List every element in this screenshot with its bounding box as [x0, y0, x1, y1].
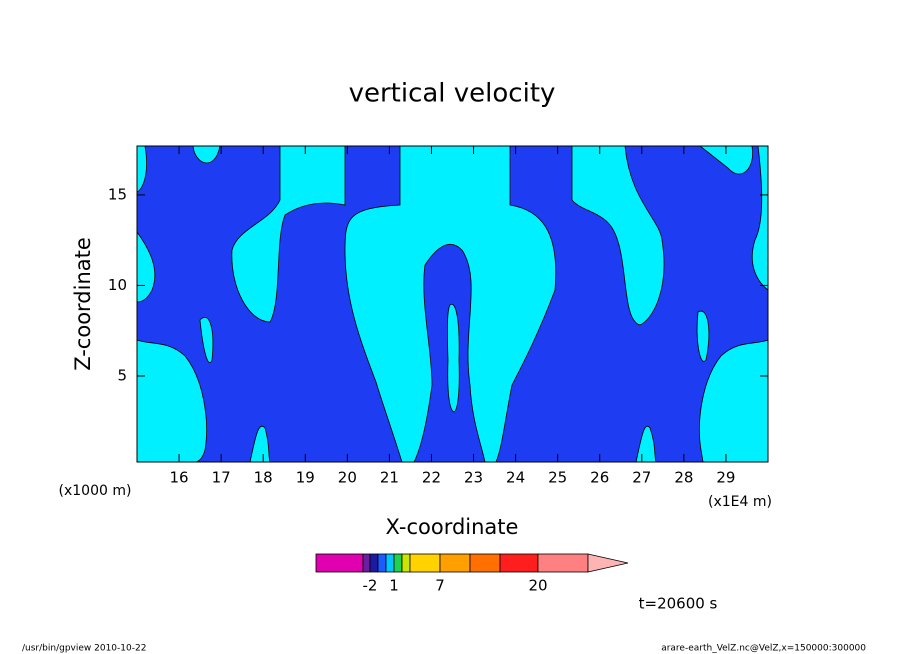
plot-frame — [136, 145, 769, 463]
colorbar-segment — [469, 553, 501, 573]
contour-region — [136, 230, 156, 303]
colorbar-segment — [362, 553, 371, 573]
chart-title: vertical velocity — [349, 79, 556, 109]
colorbar-segment — [499, 553, 539, 573]
colorbar-segment — [401, 553, 411, 573]
footer-right: arare-earth_VelZ.nc@VelZ,x=150000:300000 — [661, 644, 866, 654]
contour-region — [150, 145, 221, 164]
x-tick-label: 26 — [590, 469, 609, 487]
x-tick-label: 20 — [338, 469, 357, 487]
contour-region — [136, 339, 207, 463]
contour-region — [447, 303, 460, 413]
x-tick-label: 18 — [254, 469, 273, 487]
colorbar-segment — [409, 553, 441, 573]
y-tick-label: 15 — [108, 185, 127, 203]
x-tick-label: 19 — [296, 469, 315, 487]
x-tick-label: 17 — [212, 469, 231, 487]
y-tick-label: 5 — [117, 366, 127, 384]
colorbar-segment — [537, 553, 589, 573]
contour-region — [699, 339, 769, 463]
contour-region — [635, 425, 657, 463]
colorbar-segment — [439, 553, 471, 573]
y-unit: (x1000 m) — [59, 483, 132, 499]
x-unit: (x1E4 m) — [708, 494, 772, 510]
x-tick-label: 23 — [464, 469, 483, 487]
x-tick-label: 22 — [422, 469, 441, 487]
x-tick-label: 24 — [506, 469, 525, 487]
x-tick-label: 29 — [716, 469, 735, 487]
y-axis-label: Z-coordinate — [71, 237, 95, 371]
colorbar-label: -2 — [363, 577, 378, 595]
colorbar-segment — [369, 553, 379, 573]
contour-region — [344, 145, 557, 463]
contour-region — [696, 310, 710, 362]
contour-region — [571, 145, 665, 326]
contour-region — [231, 145, 346, 323]
colorbar-extension — [587, 553, 629, 573]
x-tick-label: 21 — [380, 469, 399, 487]
colorbar-label: 20 — [528, 577, 547, 595]
colorbar-segment — [385, 553, 395, 573]
footer-left: /usr/bin/gpview 2010-10-22 — [22, 644, 146, 654]
colorbar-segment — [315, 553, 364, 573]
y-tick-label: 10 — [108, 276, 127, 294]
colorbar-segment — [377, 553, 387, 573]
time-annotation: t=20600 s — [639, 595, 718, 613]
colorbar-segment — [393, 553, 403, 573]
colorbar-label: 1 — [389, 577, 399, 595]
x-tick-label: 25 — [548, 469, 567, 487]
x-tick-label: 16 — [170, 469, 189, 487]
x-tick-label: 28 — [674, 469, 693, 487]
contour-region — [199, 317, 214, 363]
contour-regions — [136, 145, 769, 463]
x-tick-label: 27 — [632, 469, 651, 487]
contour-region — [249, 425, 271, 463]
colorbar-label: 7 — [435, 577, 445, 595]
x-axis-label: X-coordinate — [386, 515, 519, 539]
